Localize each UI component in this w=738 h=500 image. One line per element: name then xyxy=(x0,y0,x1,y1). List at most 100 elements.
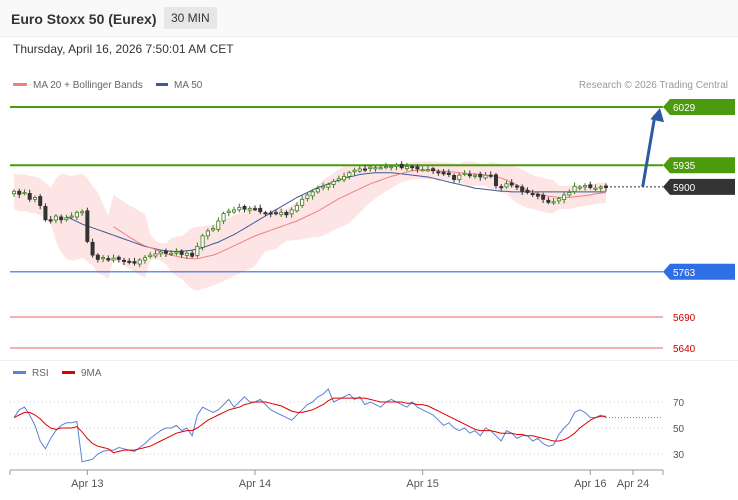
candle xyxy=(305,193,310,202)
candle xyxy=(598,185,603,192)
candle-body xyxy=(300,198,305,206)
candle-body xyxy=(562,194,567,201)
candle-body xyxy=(211,228,216,231)
timeframe-badge[interactable]: 30 MIN xyxy=(164,7,217,29)
copyright-notice: Research © 2026 Trading Central xyxy=(578,80,728,91)
candle-body xyxy=(352,169,357,173)
x-tick: Apr 15 xyxy=(406,470,439,490)
candle-body xyxy=(535,193,540,197)
candle xyxy=(483,172,488,180)
candle xyxy=(294,202,299,213)
candle xyxy=(546,197,551,205)
candle-body xyxy=(593,187,598,190)
x-tick-label: Apr 13 xyxy=(71,478,103,490)
candle xyxy=(252,205,257,212)
candle-body xyxy=(169,252,174,255)
candle-body xyxy=(153,253,158,257)
candle xyxy=(588,181,593,190)
candle xyxy=(394,162,399,171)
candle xyxy=(452,173,457,183)
candle-body xyxy=(530,193,535,196)
candle xyxy=(232,206,237,214)
candle xyxy=(163,248,168,257)
candle-body xyxy=(478,173,483,178)
candle-body xyxy=(399,163,404,169)
candle xyxy=(258,204,263,215)
candle xyxy=(11,189,16,197)
candle-body xyxy=(200,235,205,248)
level-5935: 5935 xyxy=(10,157,735,174)
candle-body xyxy=(101,257,106,260)
candle xyxy=(289,207,294,218)
candle-body xyxy=(48,219,53,222)
candle xyxy=(169,250,174,256)
candle-body xyxy=(572,185,577,192)
candle-body xyxy=(11,190,16,195)
candle-body xyxy=(148,254,153,258)
x-tick-label: Apr 15 xyxy=(406,478,438,490)
candle-body xyxy=(499,186,504,189)
candle-body xyxy=(363,168,368,171)
candle xyxy=(221,211,226,225)
candle xyxy=(457,172,462,184)
rsi-tick-label: 30 xyxy=(673,450,685,461)
candle xyxy=(190,250,195,259)
legend-ma20: MA 20 + Bollinger Bands xyxy=(13,80,143,91)
rsi-panel: 30 50 70 xyxy=(10,388,685,463)
candle xyxy=(404,162,409,172)
candle-body xyxy=(525,189,530,193)
candle xyxy=(431,166,436,174)
candle-body xyxy=(179,250,184,255)
candle xyxy=(347,170,352,180)
candle-body xyxy=(336,178,341,181)
candle-body xyxy=(106,258,111,261)
candle xyxy=(90,238,95,258)
candle xyxy=(116,255,121,263)
candle-body xyxy=(127,260,132,263)
candle xyxy=(53,214,58,224)
candle xyxy=(127,258,132,265)
candle xyxy=(572,182,577,195)
level-5900: 5900 xyxy=(606,178,735,195)
candle-body xyxy=(431,168,436,172)
candle xyxy=(22,189,27,196)
candle-body xyxy=(195,245,200,256)
x-tick-label: Apr 14 xyxy=(239,478,271,490)
candle xyxy=(200,234,205,251)
candle xyxy=(179,249,184,258)
candle-body xyxy=(389,166,394,169)
candle-body xyxy=(347,172,352,177)
candle xyxy=(342,172,347,183)
candle-body xyxy=(452,175,457,180)
candle-body xyxy=(331,180,336,185)
candle xyxy=(284,210,289,218)
candle-body xyxy=(425,169,430,172)
candle xyxy=(562,192,567,204)
candle xyxy=(331,178,336,189)
candle-body xyxy=(142,257,147,261)
candle-body xyxy=(436,171,441,174)
candle-body xyxy=(284,211,289,216)
candle xyxy=(520,184,525,195)
candle-body xyxy=(326,184,331,188)
x-tick: Apr 24 xyxy=(617,470,649,490)
candle xyxy=(357,165,362,173)
candle xyxy=(467,170,472,179)
candle-body xyxy=(111,257,116,261)
candle-body xyxy=(90,241,95,256)
candle xyxy=(373,165,378,172)
legend-rsi-ma: 9MA xyxy=(62,368,102,379)
ma50-line xyxy=(66,172,606,252)
candle xyxy=(525,187,530,195)
candle-body xyxy=(17,190,22,195)
candle xyxy=(473,173,478,179)
candle xyxy=(310,189,315,200)
panel-separator xyxy=(0,360,738,361)
candle-body xyxy=(294,205,299,212)
candle xyxy=(389,164,394,171)
candle xyxy=(326,182,331,191)
rsi-ma-line xyxy=(13,397,606,454)
candle-body xyxy=(174,251,179,254)
candle xyxy=(268,210,273,218)
